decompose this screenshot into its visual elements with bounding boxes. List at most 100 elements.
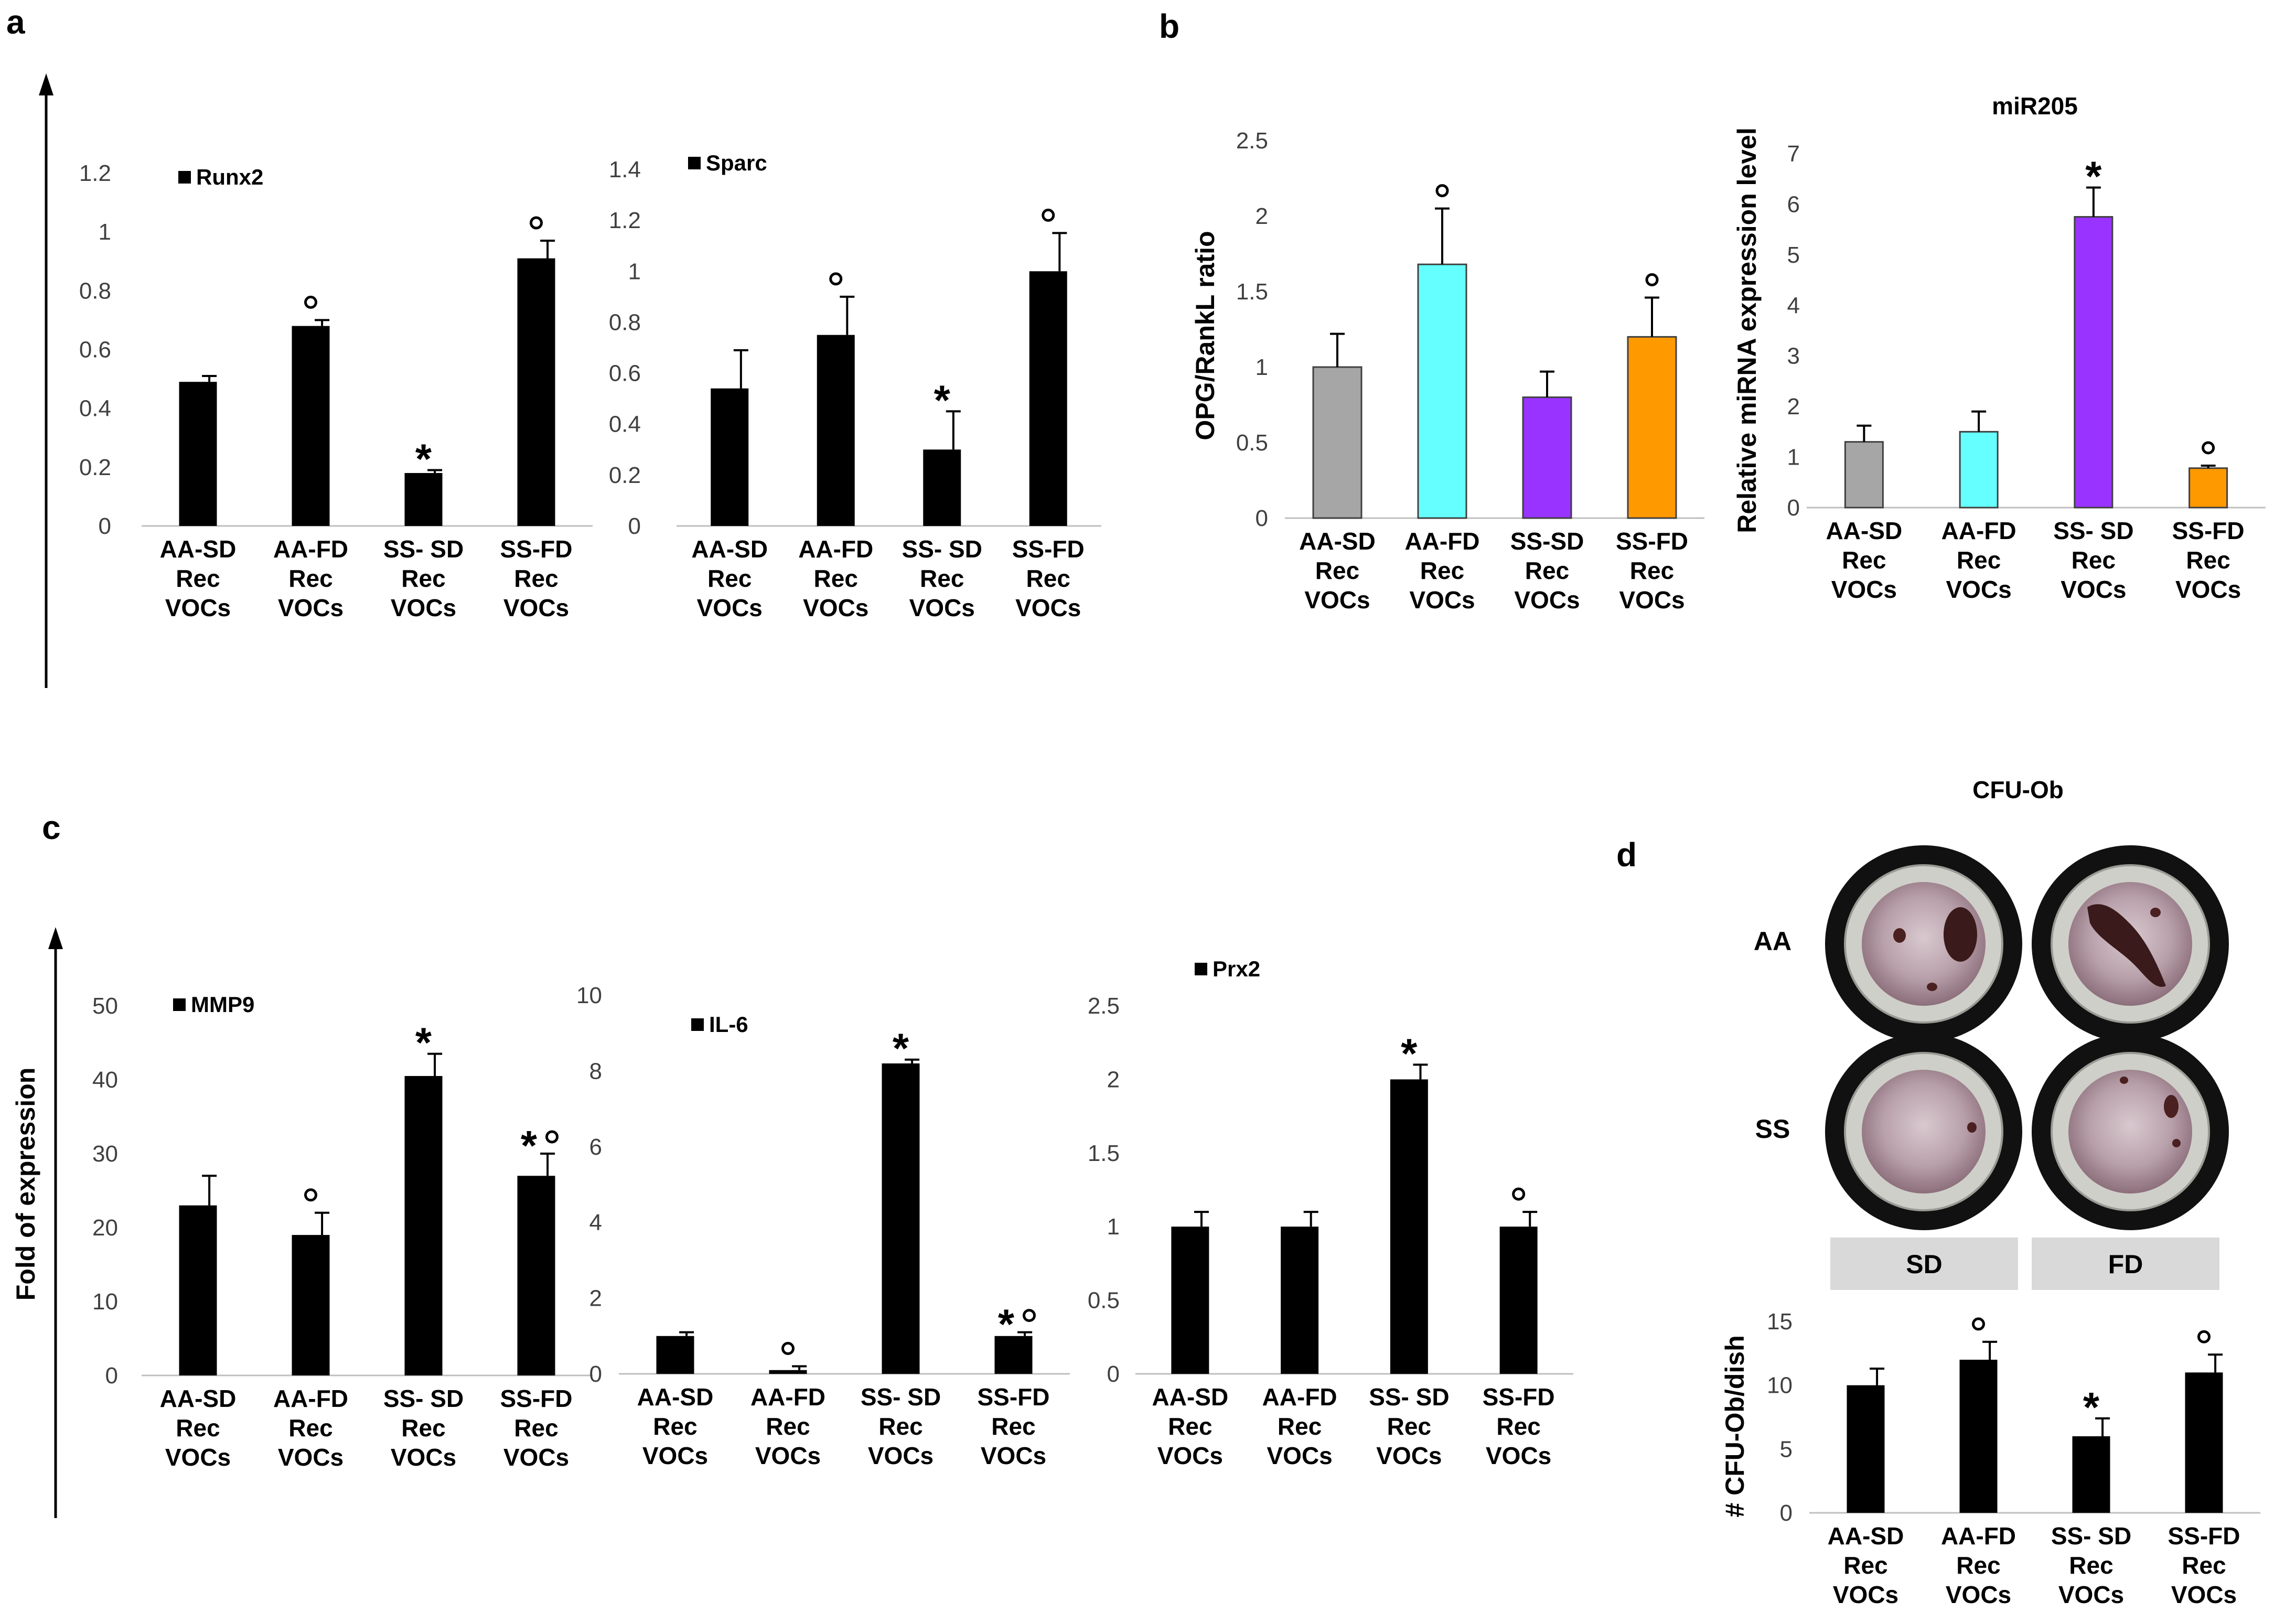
bar [292,1235,330,1375]
category-label: AA-FD Rec VOCs [273,535,348,621]
legend-label: Prx2 [1213,956,1260,981]
y-tick-label: 1 [1107,1214,1120,1240]
significance-circle [1042,208,1055,222]
colony-stain [2087,904,2166,987]
dish-column-label-sd-text: SD [1906,1250,1942,1279]
dish-row-label-ss: SS [1755,1114,1790,1144]
category-label: SS-FD Rec VOCs [2172,517,2245,603]
category-label: AA-FD Rec VOCs [798,535,873,621]
legend-swatch [691,1018,704,1031]
y-tick-label: 15 [1767,1309,1793,1335]
significance-circle [2197,1330,2211,1343]
y-tick-label: 0 [589,1361,602,1387]
culture-dish-ss-fd [2032,1033,2229,1230]
significance-circle [545,1130,559,1144]
bar [1312,366,1362,519]
significance-star: * [2085,153,2102,200]
y-tick-label: 1 [1787,445,1800,470]
category-label: AA-SD Rec VOCs [1828,1522,1904,1608]
category-label: SS-FD Rec VOCs [1616,528,1688,614]
y-tick-label: 0.4 [79,396,111,422]
y-tick-label: 20 [92,1215,118,1241]
chart-sparc: 0 0.2 0.4 0.6 0.8 1 1.2 1.4 Sparc AA-SD Rec VOCs AA-… [609,150,1101,621]
y-tick-label: 0 [628,513,641,539]
category-label: SS- SD Rec VOCs [2053,517,2133,603]
significance-circle [1972,1317,1985,1331]
significance-star: * [415,1019,432,1066]
y-tick-label: 2 [1256,203,1268,229]
category-label: AA-FD Rec VOCs [273,1385,348,1471]
significance-circle [530,216,543,230]
legend-label: Runx2 [196,165,263,189]
bar [179,382,217,526]
legend-label: Sparc [706,150,767,175]
chart-il6: 0 2 4 6 8 10 IL-6 AA-SD Rec VOCs AA-FD Rec VOCs * SS- … [576,983,1070,1469]
category-label: AA-SD Rec VOCs [160,1385,237,1471]
bar [517,258,555,526]
y-tick-label: 0.6 [79,337,111,363]
bar [1959,431,1999,509]
y-tick-label: 2 [589,1286,602,1311]
significance-circle [304,1188,317,1202]
bar [1844,441,1884,509]
bar [1959,1360,1998,1513]
bar [1847,1385,1885,1513]
category-label: SS- SD Rec VOCs [902,535,982,621]
dish-column-label-fd-text: FD [2108,1250,2143,1279]
category-label: SS- SD Rec VOCs [383,535,464,621]
category-label: SS-SD Rec VOCs [1510,528,1584,614]
bar [882,1063,920,1374]
bar [817,335,855,526]
dish-row-label-aa: AA [1754,927,1791,956]
y-tick-label: 5 [1787,242,1800,268]
y-tick-label: 1.5 [1088,1141,1120,1166]
panel-letter-a: a [6,3,25,41]
dish-column-label-sd: SD [1830,1238,2018,1290]
category-label: AA-SD Rec VOCs [1299,528,1376,614]
legend-swatch [173,998,186,1011]
category-label: AA-FD Rec VOCs [1941,1522,2016,1608]
y-tick-label: 6 [1787,191,1800,217]
bar [1281,1227,1319,1374]
significance-star: * [415,435,432,482]
significance-star: * [521,1122,538,1169]
bar [179,1205,217,1375]
y-tick-label: 0.2 [79,455,111,480]
chart-prx2: 0 0.5 1 1.5 2 2.5 Prx2 AA-SD Rec VOCs AA-FD Rec VOCs… [1088,956,1573,1469]
significance-star: * [893,1025,909,1072]
significance-circle [1645,273,1659,287]
y-tick-label: 0.5 [1088,1288,1120,1314]
category-label: AA-FD Rec VOCs [750,1383,825,1469]
significance-star: * [934,377,951,423]
y-tick-label: 1.5 [1236,279,1268,305]
legend-swatch [1195,963,1207,975]
chart-title: miR205 [1992,92,2078,120]
category-label: AA-SD Rec VOCs [637,1383,714,1469]
culture-dish-aa-sd [1825,845,2022,1042]
legend-swatch [688,157,701,169]
category-label: AA-SD Rec VOCs [1826,517,1903,603]
y-tick-label: 7 [1787,141,1800,167]
y-tick-label: 0 [1107,1361,1120,1387]
bar [1029,271,1067,526]
bar [711,388,749,526]
y-tick-label: 50 [92,993,118,1019]
y-axis-label: Fold of expression [11,1068,40,1301]
panel-letter-c: c [42,809,61,846]
category-label: AA-SD Rec VOCs [691,535,768,621]
y-axis-arrow-a [39,73,53,688]
colony-stain [2150,908,2161,917]
chart-runx2: 0 0.2 0.4 0.6 0.8 1 1.2 Runx2 AA-SD Rec VOCs AA-FD R… [79,160,593,621]
y-tick-label: 10 [576,983,602,1008]
significance-circle [1512,1187,1526,1201]
y-tick-label: 30 [92,1141,118,1167]
chart-mmp9: 0 10 20 30 40 50 Fold of expression MMP9 AA-SD Re… [11,992,593,1471]
y-tick-label: 3 [1787,343,1800,369]
bar [292,326,330,526]
y-tick-label: 1.4 [609,157,641,182]
category-label: SS- SD Rec VOCs [2051,1522,2131,1608]
category-label: SS- SD Rec VOCs [383,1385,464,1471]
category-label: AA-FD Rec VOCs [1941,517,2016,603]
y-tick-label: 40 [92,1067,118,1093]
